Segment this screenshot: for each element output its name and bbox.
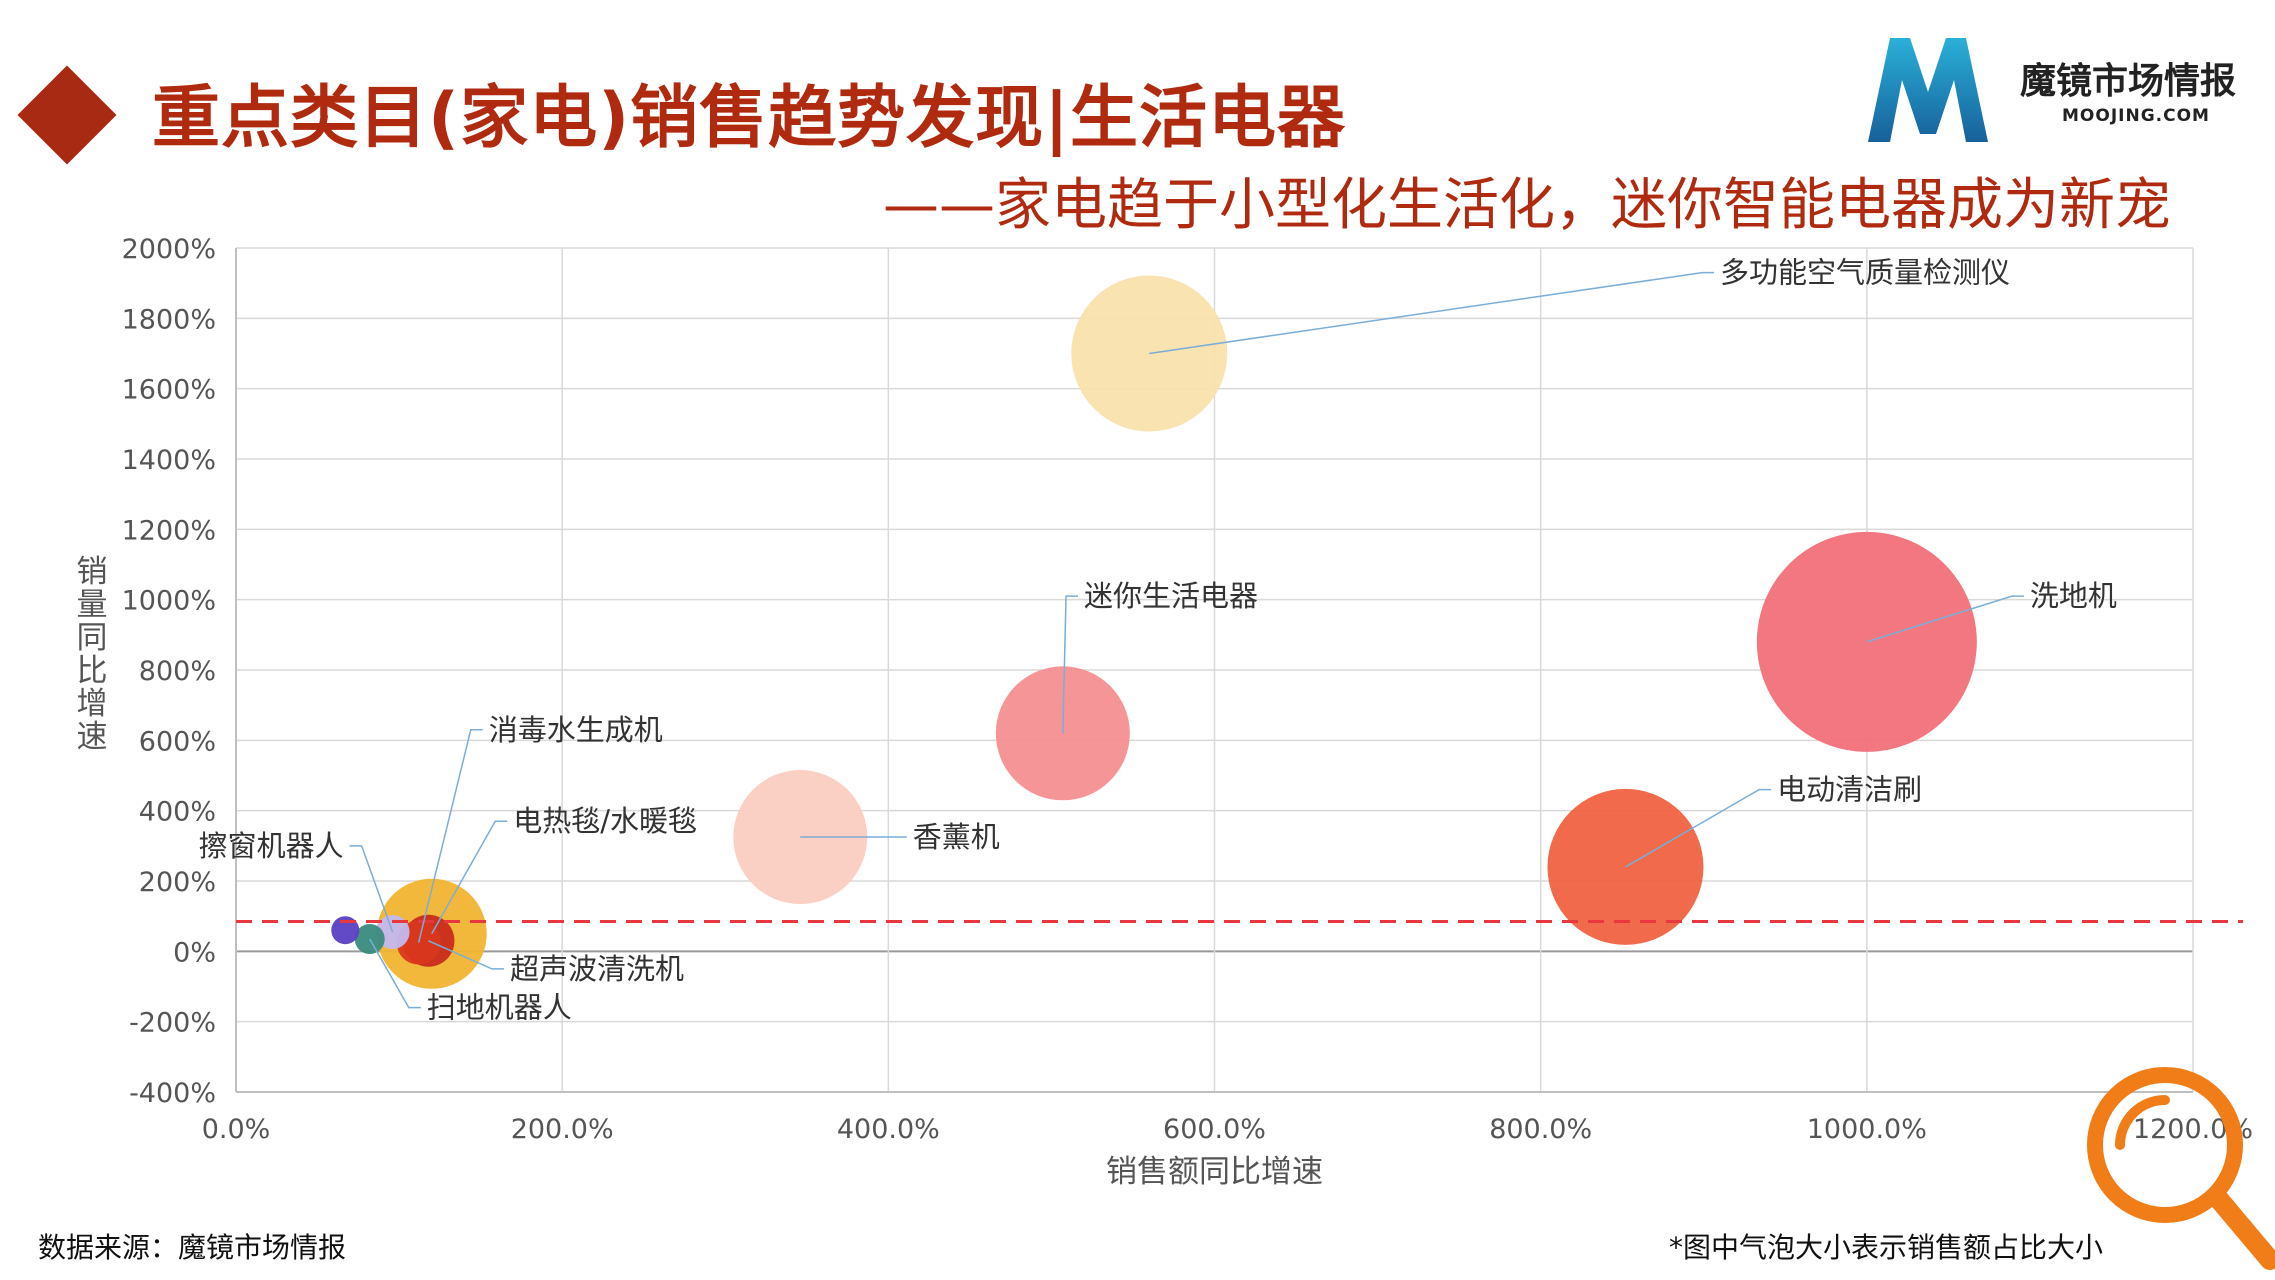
data-label: 扫地机器人 — [427, 991, 572, 1025]
logo-name: 魔镜市场情报 — [2020, 61, 2237, 102]
bubble — [331, 916, 360, 945]
x-tick-label: 0.0% — [202, 1114, 271, 1145]
x-tick-label: 800.0% — [1489, 1114, 1592, 1145]
data-label: 洗地机 — [2030, 579, 2117, 613]
leader-line — [1625, 788, 1772, 868]
y-tick-label: 400% — [139, 797, 216, 828]
y-tick-label: 1600% — [122, 375, 216, 406]
page-subtitle: ——家电趋于小型化生活化，迷你智能电器成为新宠 — [883, 173, 2171, 238]
data-label: 电热毯/水暖毯 — [513, 804, 697, 838]
y-tick-label: 600% — [139, 726, 216, 757]
logo-mark-icon — [1868, 38, 1988, 142]
y-tick-label: 1200% — [122, 515, 216, 546]
x-tick-label: 1000.0% — [1807, 1114, 1927, 1145]
leader-line — [417, 729, 483, 943]
y-tick-label: 1800% — [122, 304, 216, 335]
y-tick-label: -400% — [129, 1078, 216, 1109]
data-label: 电动清洁刷 — [1777, 773, 1922, 807]
x-axis-title: 销售额同比增速 — [1106, 1154, 1323, 1190]
y-tick-label: 1400% — [122, 445, 216, 476]
y-tick-label: 1000% — [122, 586, 216, 617]
y-tick-label: 2000% — [122, 234, 216, 265]
x-tick-label: 400.0% — [837, 1114, 940, 1145]
y-tick-label: 0% — [173, 937, 216, 968]
y-axis-title: 销量同比增速 — [77, 554, 108, 755]
leader-line — [349, 845, 394, 933]
leader-line — [431, 820, 508, 935]
data-label: 香薰机 — [913, 820, 1000, 854]
bubble-size-note: *图中气泡大小表示销售额占比大小 — [1668, 1231, 2103, 1264]
y-tick-label: 800% — [139, 656, 216, 687]
page-title: 重点类目(家电)销售趋势发现|生活电器 — [152, 79, 1346, 158]
data-label: 多功能空气质量检测仪 — [1720, 256, 2010, 290]
data-label: 迷你生活电器 — [1084, 579, 1258, 613]
x-tick-label: 600.0% — [1163, 1114, 1266, 1145]
data-label: 擦窗机器人 — [199, 829, 344, 863]
leader-line — [1062, 595, 1079, 734]
search-icon — [2087, 1067, 2275, 1270]
logo-url: MOOJING.COM — [2062, 106, 2210, 126]
y-tick-label: 200% — [139, 867, 216, 898]
data-label: 消毒水生成机 — [489, 713, 663, 747]
leader-line — [428, 940, 504, 970]
x-tick-label: 200.0% — [511, 1114, 614, 1145]
y-tick-label: -200% — [129, 1008, 216, 1039]
leader-line — [1866, 595, 2024, 643]
leader-line — [369, 938, 421, 1009]
moojing-logo — [1868, 38, 1988, 142]
data-label: 超声波清洗机 — [510, 952, 684, 986]
data-source-note: 数据来源：魔镜市场情报 — [38, 1231, 347, 1264]
leader-line — [1149, 271, 1715, 355]
